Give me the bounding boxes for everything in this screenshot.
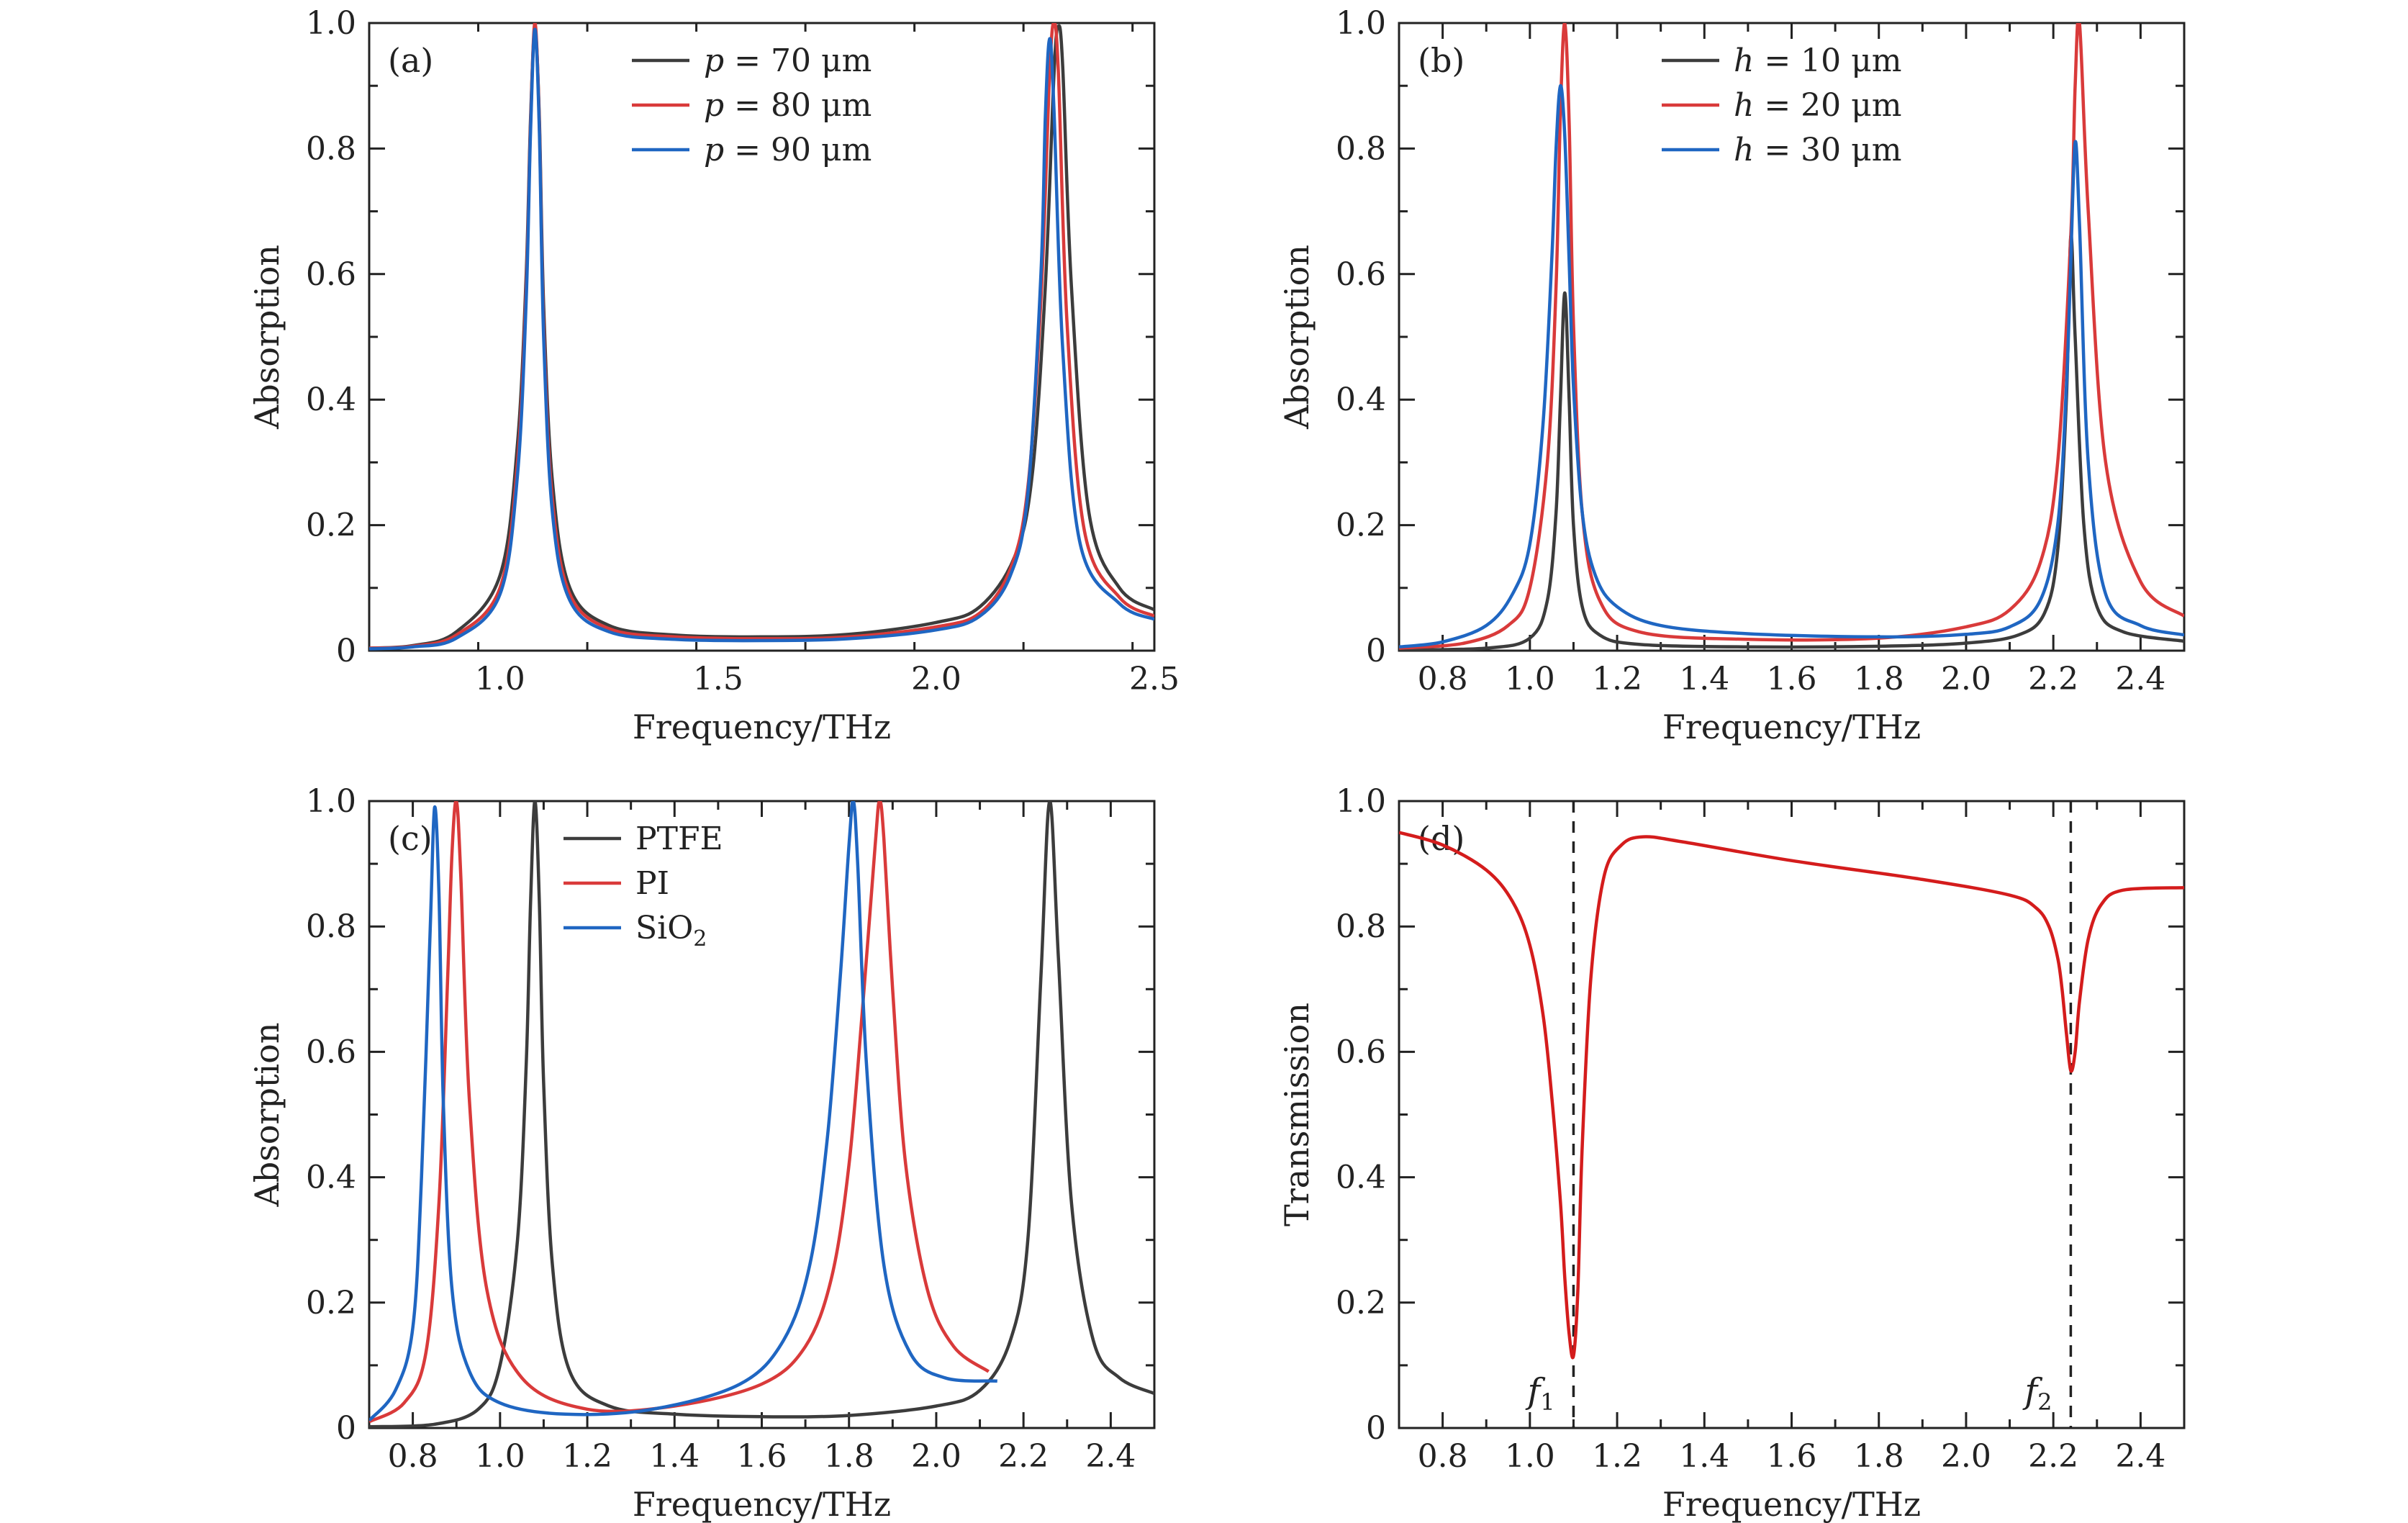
series-line-2 (369, 801, 990, 1424)
y-tick-label: 0.4 (1336, 1160, 1386, 1196)
x-tick-label: 2.0 (911, 1438, 961, 1475)
x-tick-label: 0.8 (1418, 661, 1468, 697)
x-tick-label: 1.8 (1854, 661, 1904, 697)
x-tick-label: 1.2 (1592, 661, 1642, 697)
panel-b: 0.8 1.0 1.2 1.4 1.6 1.8 2.0 2.2 2.4 0 0.2 0.4 0.6 0.8… (1277, 5, 2186, 746)
x-tick-label: 0.8 (388, 1438, 438, 1475)
legend-entry: PI (635, 865, 669, 902)
legend-entry: PTFE (635, 821, 723, 857)
y-tick-label: 0.6 (1336, 256, 1386, 293)
panel-label: (b) (1418, 41, 1465, 80)
series-line-3 (369, 27, 1154, 651)
y-tick-label: 0 (1366, 1410, 1386, 1447)
legend-entry: p = 70 μm (704, 42, 872, 79)
resonance-marker-label: f1 (1525, 1371, 1554, 1416)
x-tick-label: 1.8 (824, 1438, 874, 1475)
y-tick-label: 0.6 (306, 256, 356, 293)
curves (369, 801, 1154, 1428)
y-tick-label: 0.2 (1336, 1285, 1386, 1321)
legend-entry: SiO2 (635, 910, 707, 952)
y-tick-label: 0.8 (1336, 908, 1386, 945)
series-line-2 (1399, 23, 2184, 650)
x-tick-label: 2.4 (1085, 1438, 1136, 1475)
x-tick-label: 2.2 (2028, 1438, 2078, 1475)
y-tick-label: 1.0 (306, 5, 356, 42)
x-tick-label: 1.0 (475, 1438, 525, 1475)
legend-entry: h = 30 μm (1734, 132, 1901, 168)
x-tick-label: 2.2 (998, 1438, 1049, 1475)
x-tick-label: 1.0 (1505, 1438, 1555, 1475)
y-tick-label: 1.0 (306, 783, 356, 820)
y-tick-label: 0.2 (1336, 507, 1386, 544)
x-tick-label: 2.4 (2115, 1438, 2165, 1475)
curves (1399, 23, 2184, 651)
legend-entry: h = 10 μm (1734, 42, 1901, 79)
x-tick-label: 1.8 (1854, 1438, 1904, 1475)
series-line-3 (1399, 83, 2184, 649)
y-tick-label: 0.8 (306, 130, 356, 167)
y-tick-label: 0.2 (306, 507, 356, 544)
x-tick-label: 1.4 (1679, 1438, 1729, 1475)
panel-c: 0.8 1.0 1.2 1.4 1.6 1.8 2.0 2.2 2.4 0 0.2 0.4 0.6 0.8… (248, 783, 1156, 1523)
y-tick-label: 0 (336, 1410, 356, 1447)
y-axis-label: Absorption (248, 1023, 286, 1208)
x-axis-label: Frequency/THz (633, 708, 891, 746)
y-axis-label: Absorption (1277, 245, 1316, 430)
x-tick-label: 1.0 (1505, 661, 1555, 697)
series-line-3 (369, 801, 997, 1422)
y-tick-label: 0.4 (1336, 381, 1386, 418)
panel-label: (a) (388, 41, 433, 80)
y-tick-label: 0.2 (306, 1285, 356, 1321)
series-line-1 (369, 801, 1154, 1428)
y-axis-label: Absorption (248, 245, 286, 430)
x-tick-label: 1.0 (475, 661, 525, 697)
series-line-1 (1399, 233, 2184, 651)
y-tick-label: 0.6 (306, 1034, 356, 1070)
x-tick-label: 1.4 (649, 1438, 700, 1475)
x-tick-label: 1.5 (693, 661, 743, 697)
y-tick-label: 1.0 (1336, 783, 1386, 820)
plot-frame (368, 800, 1156, 1429)
x-tick-label: 1.6 (1767, 661, 1817, 697)
legend-entry: p = 80 μm (704, 87, 872, 124)
panel-d: 0.8 1.0 1.2 1.4 1.6 1.8 2.0 2.2 2.4 0 0.2 0.4 0.6 0.8… (1277, 783, 2186, 1523)
y-tick-label: 1.0 (1336, 5, 1386, 42)
y-tick-label: 0 (1366, 633, 1386, 669)
curves (1399, 831, 2184, 1360)
x-tick-label: 1.4 (1679, 661, 1729, 697)
x-axis-label: Frequency/THz (1662, 1485, 1921, 1523)
x-tick-label: 2.4 (2115, 661, 2165, 697)
x-tick-label: 1.6 (1767, 1438, 1817, 1475)
panel-label: (c) (388, 819, 433, 858)
panel-a: 1.0 1.5 2.0 2.5 0 0.2 0.4 0.6 0.8 1.0 Frequency/TH… (248, 5, 1180, 746)
y-tick-label: 0.6 (1336, 1034, 1386, 1070)
legend-entry: p = 90 μm (704, 132, 872, 168)
x-axis-label: Frequency/THz (633, 1485, 891, 1523)
y-tick-label: 0.4 (306, 1160, 356, 1196)
x-tick-label: 0.8 (1418, 1438, 1468, 1475)
legend-entry: h = 20 μm (1734, 87, 1901, 124)
x-tick-label: 1.6 (737, 1438, 787, 1475)
plot-frame (1398, 800, 2186, 1429)
y-tick-label: 0.8 (306, 908, 356, 945)
y-tick-label: 0 (336, 633, 356, 669)
x-tick-label: 2.0 (911, 661, 961, 697)
curves (369, 23, 1154, 651)
resonance-marker-label: f2 (2022, 1371, 2052, 1416)
x-tick-label: 2.5 (1129, 661, 1180, 697)
x-tick-label: 2.0 (1941, 1438, 1991, 1475)
y-axis-label: Transmission (1277, 1003, 1316, 1226)
x-tick-label: 2.2 (2028, 661, 2078, 697)
y-tick-label: 0.4 (306, 381, 356, 418)
series-line-1 (1399, 831, 2184, 1360)
x-tick-label: 1.2 (562, 1438, 612, 1475)
x-tick-label: 1.2 (1592, 1438, 1642, 1475)
x-tick-label: 2.0 (1941, 661, 1991, 697)
y-tick-label: 0.8 (1336, 130, 1386, 167)
x-axis-label: Frequency/THz (1662, 708, 1921, 746)
